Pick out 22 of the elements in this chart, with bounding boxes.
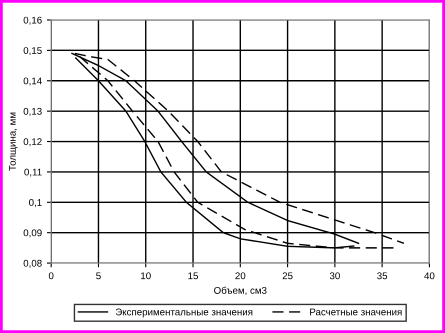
y-tick-label: 0,13 bbox=[24, 108, 42, 116]
y-tick-label: 0,11 bbox=[24, 168, 42, 177]
y-tick-label: 0,12 bbox=[24, 138, 42, 146]
y-tick-label: 0,09 bbox=[24, 229, 42, 238]
y-tick-label: 0,15 bbox=[24, 47, 42, 56]
x-tick-label: 35 bbox=[377, 272, 388, 280]
x-tick-label: 30 bbox=[330, 272, 340, 280]
legend-label: Экспериментальные значения bbox=[116, 308, 252, 318]
x-tick-label: 25 bbox=[282, 272, 293, 280]
y-axis-title: Толщина, мм bbox=[8, 112, 18, 171]
legend-label: Расчетные значения bbox=[310, 308, 402, 316]
y-tick-label: 0,16 bbox=[24, 16, 42, 25]
x-tick-label: 10 bbox=[141, 272, 151, 280]
y-tick-label: 0,08 bbox=[24, 260, 42, 268]
x-tick-label: 5 bbox=[96, 272, 101, 280]
x-tick-label: 15 bbox=[188, 272, 198, 280]
x-tick-label: 0 bbox=[48, 272, 54, 280]
x-tick-label: 40 bbox=[424, 272, 434, 280]
y-tick-label: 0,1 bbox=[29, 199, 42, 208]
y-tick-label: 0,14 bbox=[24, 77, 42, 86]
x-tick-label: 20 bbox=[235, 272, 246, 280]
x-axis-title: Объем, см3 bbox=[214, 286, 267, 296]
